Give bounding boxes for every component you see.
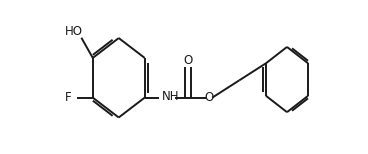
Text: O: O — [204, 91, 213, 104]
Text: HO: HO — [65, 25, 83, 38]
Text: NH: NH — [162, 90, 180, 103]
Text: O: O — [183, 54, 192, 67]
Text: F: F — [66, 91, 72, 104]
